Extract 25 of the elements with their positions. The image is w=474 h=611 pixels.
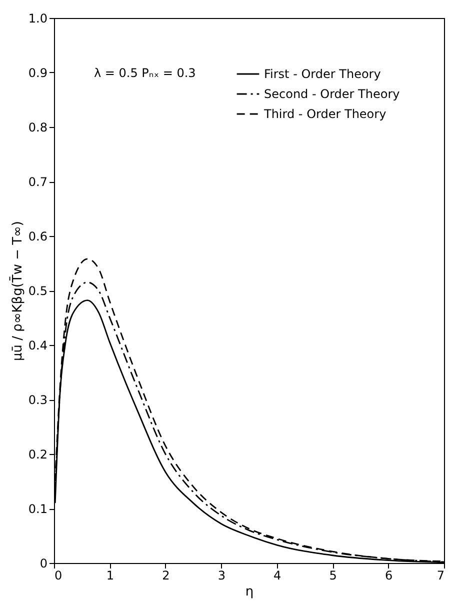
- y-tick-label: 0.4: [28, 338, 48, 352]
- y-tick-label: 0.6: [28, 230, 48, 244]
- x-tick-label: 3: [218, 568, 226, 582]
- x-tick-label: 2: [162, 568, 170, 582]
- x-tick-label: 1: [106, 568, 114, 582]
- x-tick-label: 6: [384, 568, 393, 582]
- y-tick-label: 0: [40, 556, 48, 570]
- y-tick-label: 0.9: [28, 66, 48, 80]
- x-axis-title: η: [245, 584, 254, 600]
- x-tick-label: 0: [54, 568, 62, 582]
- legend-label: Second - Order Theory: [264, 87, 400, 101]
- legend-label: Third - Order Theory: [263, 107, 386, 121]
- y-tick-label: 0.7: [28, 175, 48, 189]
- y-axis-title: μū / ρ∞Kβg(T̄w − T∞): [9, 221, 26, 361]
- y-tick-label: 1.0: [28, 12, 48, 26]
- y-tick-label: 0.3: [28, 393, 48, 407]
- y-tick-label: 0.2: [28, 448, 48, 462]
- y-tick-label: 0.1: [28, 502, 48, 516]
- y-tick-label: 0.8: [28, 120, 48, 134]
- x-tick-label: 7: [436, 568, 444, 582]
- x-tick-label: 4: [274, 568, 282, 582]
- annotation: λ = 0.5 Pₙₓ = 0.3: [94, 66, 196, 80]
- x-tick-label: 5: [329, 568, 337, 582]
- legend-label: First - Order Theory: [264, 67, 381, 81]
- y-tick-label: 0.5: [28, 284, 48, 298]
